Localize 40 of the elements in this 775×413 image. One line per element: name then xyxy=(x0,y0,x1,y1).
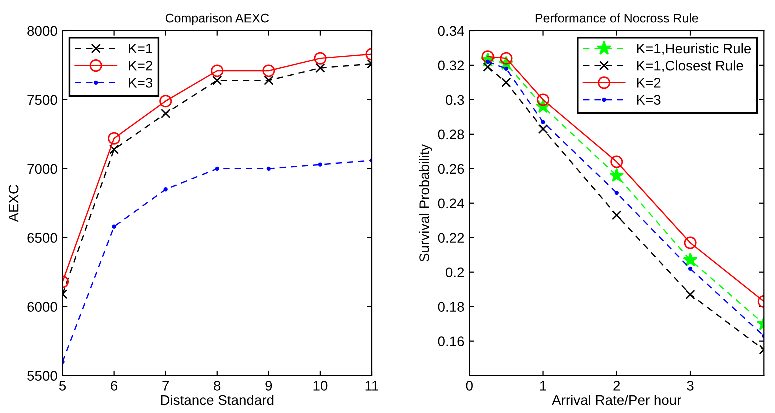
x-tick-label: 9 xyxy=(266,381,272,391)
x-tick-label: 10 xyxy=(314,381,328,391)
y-tick-label: 0.22 xyxy=(438,233,464,244)
y-tick-label: 7500 xyxy=(28,95,58,106)
y-tick-label: 0.3 xyxy=(446,95,464,106)
y-tick-label: 0.34 xyxy=(438,26,464,36)
x-tick-label: 1 xyxy=(540,381,546,391)
chart-title: Performance of Nocross Rule xyxy=(536,14,698,23)
y-tick-label: 0.24 xyxy=(438,198,464,209)
chart-title: Comparison AEXC xyxy=(166,14,270,26)
legend-label: K=3 xyxy=(129,78,153,88)
y-axis-title: AEXC xyxy=(8,185,19,222)
y-tick-label: 5500 xyxy=(28,371,58,381)
x-tick-label: 11 xyxy=(366,381,379,391)
y-tick-label: 7000 xyxy=(28,164,58,174)
x-tick-label: 8 xyxy=(214,381,221,391)
x-axis-title: Distance Standard xyxy=(161,395,274,406)
legend-label: K=2 xyxy=(129,60,152,71)
x-tick-label: 6 xyxy=(111,381,118,391)
legend-label: K=1,Heuristic Rule xyxy=(637,43,752,56)
y-tick-label: 0.26 xyxy=(438,164,464,174)
y-tick-label: 6000 xyxy=(28,302,58,312)
legend-label: K=2 xyxy=(637,78,661,88)
x-tick-label: 2 xyxy=(614,381,620,391)
y-tick-label: 0.32 xyxy=(438,60,464,71)
y-axis-title: Survival Probability xyxy=(419,144,432,262)
x-axis-title: Arrival Rate/Per hour xyxy=(552,395,682,406)
y-tick-label: 8000 xyxy=(28,26,58,36)
y-tick-label: 0.18 xyxy=(438,302,464,312)
y-tick-label: 0.28 xyxy=(438,130,464,140)
y-tick-label: 6500 xyxy=(28,233,58,244)
legend-label: K=1,Closest Rule xyxy=(637,60,744,72)
y-tick-label: 0.2 xyxy=(446,268,464,278)
legend-label: K=1 xyxy=(129,44,152,54)
x-tick-label: 3 xyxy=(687,381,694,391)
y-tick-label: 0.16 xyxy=(438,336,464,347)
x-tick-label: 0 xyxy=(466,381,473,391)
legend-label: K=3 xyxy=(637,95,661,106)
x-tick-label: 7 xyxy=(162,381,170,391)
x-tick-label: 5 xyxy=(59,381,66,391)
